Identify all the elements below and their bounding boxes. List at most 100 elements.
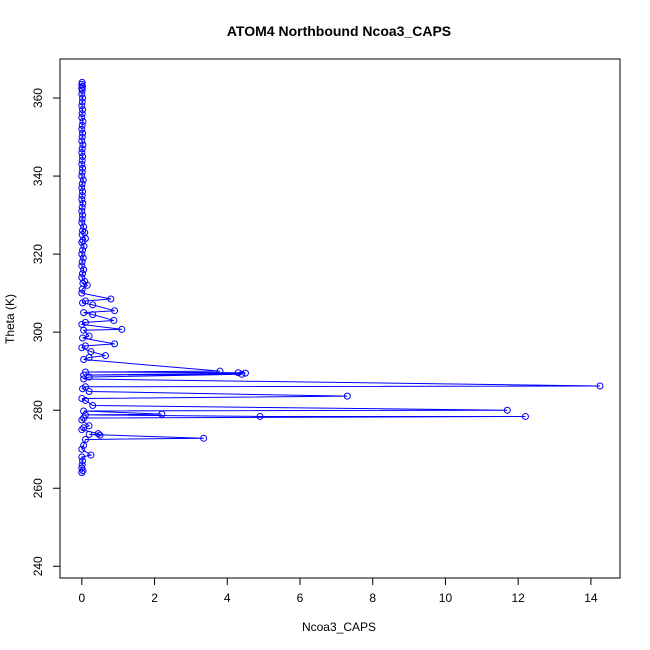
data-point <box>80 424 88 432</box>
data-point <box>79 227 87 235</box>
data-point <box>78 395 86 402</box>
y-tick-label: 340 <box>31 166 45 186</box>
data-point <box>503 406 511 414</box>
data-point <box>343 392 351 400</box>
data-point <box>110 316 118 324</box>
y-tick-label: 300 <box>31 322 45 342</box>
data-point <box>79 299 87 307</box>
y-tick-label: 240 <box>31 556 45 576</box>
data-point <box>79 254 87 262</box>
x-tick-label: 12 <box>512 591 526 605</box>
data-point <box>83 281 91 289</box>
x-tick-label: 6 <box>297 591 304 605</box>
data-point <box>79 176 87 184</box>
data-point <box>521 412 529 420</box>
data-point <box>78 98 86 106</box>
data-point <box>80 375 88 383</box>
x-tick-label: 8 <box>369 591 376 605</box>
x-axis: 0 2 4 6 8 10 12 14 <box>78 577 598 605</box>
data-point <box>238 370 246 378</box>
data-point <box>234 369 242 377</box>
data-point <box>78 133 86 141</box>
data-point <box>78 469 86 477</box>
plot-frame <box>59 58 621 579</box>
x-tick-label: 14 <box>584 591 598 605</box>
y-axis-label: Theta (K) <box>3 294 17 344</box>
data-point <box>81 396 89 404</box>
data-point <box>79 211 87 219</box>
data-point <box>78 184 86 192</box>
data-point <box>78 453 86 461</box>
x-axis-label: Ncoa3_CAPS <box>302 620 376 634</box>
data-point <box>79 199 87 207</box>
data-point <box>78 195 86 203</box>
x-tick-label: 10 <box>439 591 453 605</box>
data-point <box>78 238 86 246</box>
data-point <box>78 219 86 227</box>
data-point <box>79 164 87 172</box>
data-point <box>80 414 88 422</box>
data-point <box>101 352 109 360</box>
data-point <box>80 441 88 449</box>
data-point <box>78 180 86 188</box>
data-point <box>78 145 86 153</box>
data-point <box>596 382 604 390</box>
data-point <box>78 156 86 164</box>
y-tick-label: 320 <box>31 244 45 264</box>
y-tick-label: 360 <box>31 88 45 108</box>
data-point <box>111 307 119 315</box>
data-point <box>80 407 88 415</box>
data-point <box>79 153 87 161</box>
data-point <box>78 215 86 223</box>
data-series <box>78 78 604 477</box>
data-point <box>78 114 86 122</box>
y-axis: 240 260 280 300 320 340 360 <box>31 88 61 576</box>
data-point <box>79 246 87 254</box>
data-point <box>78 102 86 110</box>
data-point <box>78 172 86 180</box>
data-point <box>85 430 93 438</box>
data-point <box>78 262 86 270</box>
data-point <box>89 301 97 309</box>
data-point <box>78 203 86 211</box>
data-point <box>78 149 86 157</box>
data-point <box>96 431 104 439</box>
data-point <box>216 367 224 375</box>
data-point <box>79 385 87 393</box>
data-point <box>89 402 97 410</box>
data-point <box>78 285 86 293</box>
data-point <box>78 168 86 176</box>
data-point <box>158 410 166 418</box>
data-point <box>79 106 87 114</box>
data-point <box>89 311 97 319</box>
data-point <box>79 188 87 196</box>
data-point <box>81 318 89 326</box>
data-point <box>94 430 102 438</box>
data-point <box>78 416 86 424</box>
data-point <box>80 309 88 317</box>
data-point <box>79 457 87 465</box>
series-line <box>80 82 601 473</box>
data-point <box>78 121 86 129</box>
data-point <box>78 160 86 168</box>
data-point <box>79 141 87 149</box>
data-point <box>80 355 88 363</box>
data-point <box>241 369 249 377</box>
data-point <box>85 332 93 340</box>
data-point <box>79 94 87 102</box>
data-point <box>256 412 264 420</box>
data-point <box>78 192 86 200</box>
data-point <box>80 266 88 274</box>
data-point <box>78 90 86 98</box>
data-point <box>85 387 93 395</box>
data-point <box>81 342 89 350</box>
data-point <box>111 340 119 348</box>
y-tick-label: 260 <box>31 478 45 498</box>
data-point <box>78 258 86 266</box>
data-point <box>87 451 95 459</box>
data-point <box>78 445 86 453</box>
data-point <box>79 270 87 278</box>
chart-title: ATOM4 Northbound Ncoa3_CAPS <box>227 23 451 39</box>
data-point <box>79 129 87 137</box>
